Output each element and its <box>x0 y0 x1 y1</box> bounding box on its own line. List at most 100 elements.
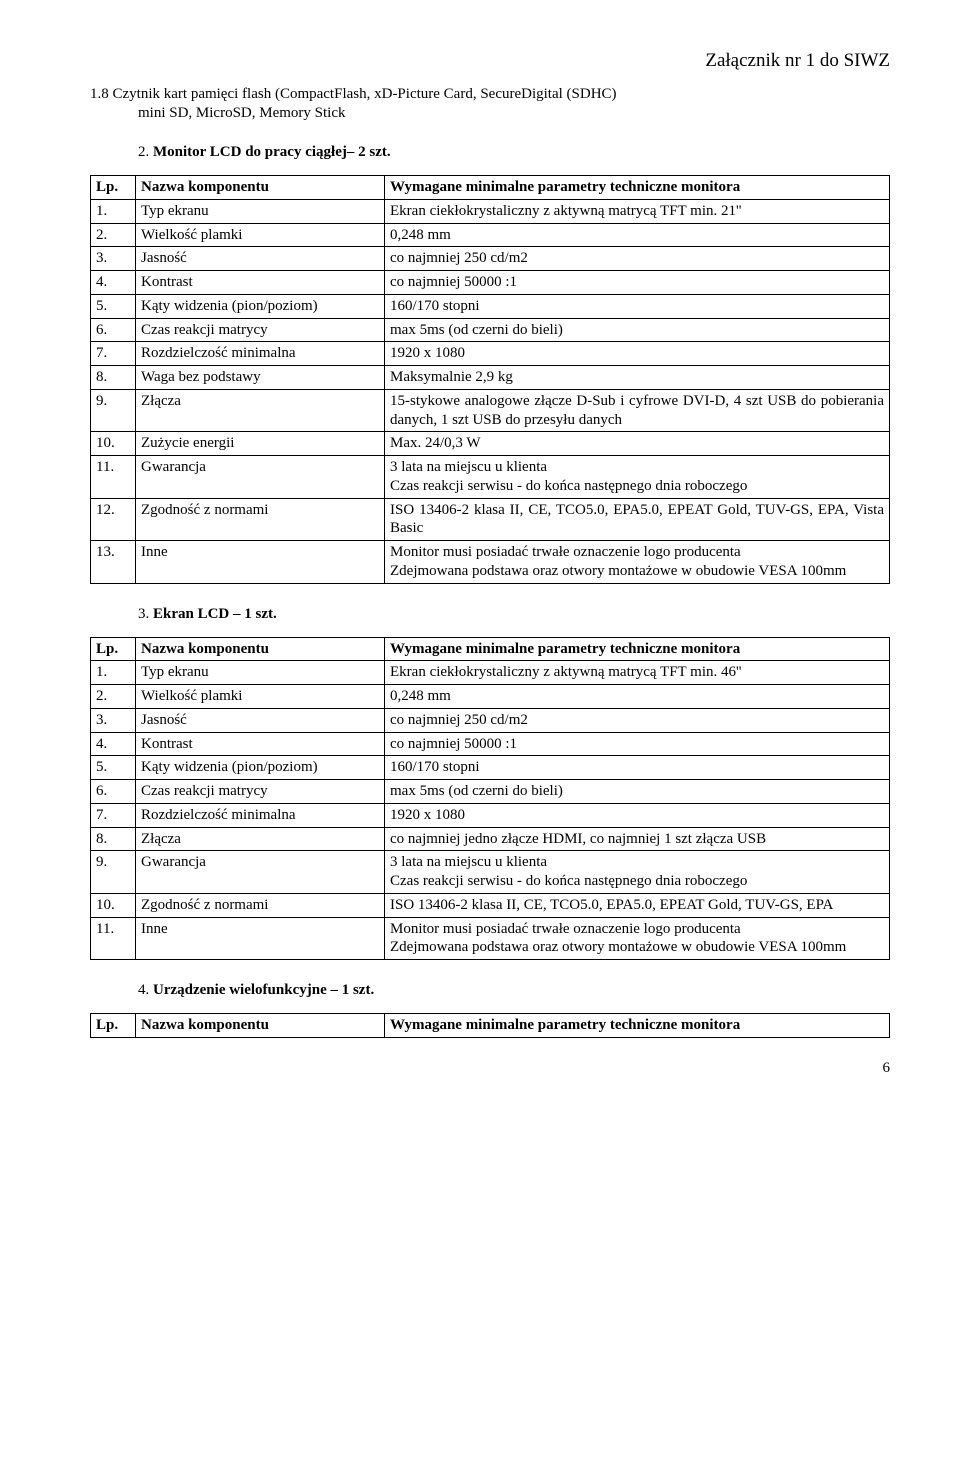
row-lp: 6. <box>91 318 136 342</box>
table-row: 1.Typ ekranuEkran ciekłokrystaliczny z a… <box>91 661 890 685</box>
table-row: 2.Wielkość plamki0,248 mm <box>91 223 890 247</box>
col-lp-header: Lp. <box>91 637 136 661</box>
row-name: Rozdzielczość minimalna <box>136 342 385 366</box>
row-name: Jasność <box>136 247 385 271</box>
row-value: max 5ms (od czerni do bieli) <box>385 318 890 342</box>
row-value: co najmniej 250 cd/m2 <box>385 247 890 271</box>
table-row: 2.Wielkość plamki0,248 mm <box>91 685 890 709</box>
row-lp: 8. <box>91 827 136 851</box>
table-row: 8.Waga bez podstawyMaksymalnie 2,9 kg <box>91 366 890 390</box>
row-value: 15-stykowe analogowe złącze D-Sub i cyfr… <box>385 389 890 432</box>
row-name: Czas reakcji matrycy <box>136 780 385 804</box>
table-row: 6.Czas reakcji matrycymax 5ms (od czerni… <box>91 780 890 804</box>
row-value: max 5ms (od czerni do bieli) <box>385 780 890 804</box>
table-row: 10.Zużycie energiiMax. 24/0,3 W <box>91 432 890 456</box>
table-row: Lp. Nazwa komponentu Wymagane minimalne … <box>91 176 890 200</box>
row-name: Gwarancja <box>136 456 385 499</box>
row-lp: 2. <box>91 685 136 709</box>
row-lp: 1. <box>91 199 136 223</box>
table-urzadzenie: Lp. Nazwa komponentu Wymagane minimalne … <box>90 1013 890 1038</box>
row-value: 3 lata na miejscu u klientaCzas reakcji … <box>385 851 890 894</box>
row-lp: 11. <box>91 456 136 499</box>
row-lp: 10. <box>91 893 136 917</box>
table-row: 12.Zgodność z normamiISO 13406-2 klasa I… <box>91 498 890 541</box>
table-row: Lp. Nazwa komponentu Wymagane minimalne … <box>91 637 890 661</box>
row-lp: 9. <box>91 389 136 432</box>
row-name: Wielkość plamki <box>136 223 385 247</box>
row-value: Maksymalnie 2,9 kg <box>385 366 890 390</box>
row-value: co najmniej 50000 :1 <box>385 732 890 756</box>
row-value: 160/170 stopni <box>385 756 890 780</box>
table-ekran-lcd: Lp. Nazwa komponentu Wymagane minimalne … <box>90 637 890 961</box>
row-name: Wielkość plamki <box>136 685 385 709</box>
row-name: Jasność <box>136 708 385 732</box>
table-row: 1.Typ ekranuEkran ciekłokrystaliczny z a… <box>91 199 890 223</box>
row-lp: 5. <box>91 294 136 318</box>
col-name-header: Nazwa komponentu <box>136 176 385 200</box>
table-row: 10.Zgodność z normamiISO 13406-2 klasa I… <box>91 893 890 917</box>
row-value: ISO 13406-2 klasa II, CE, TCO5.0, EPA5.0… <box>385 893 890 917</box>
row-lp: 4. <box>91 271 136 295</box>
table-row: 3.Jasnośćco najmniej 250 cd/m2 <box>91 247 890 271</box>
table-row: 6.Czas reakcji matrycymax 5ms (od czerni… <box>91 318 890 342</box>
row-lp: 10. <box>91 432 136 456</box>
row-name: Gwarancja <box>136 851 385 894</box>
table-row: 7.Rozdzielczość minimalna1920 x 1080 <box>91 803 890 827</box>
row-lp: 11. <box>91 917 136 960</box>
row-value: ISO 13406-2 klasa II, CE, TCO5.0, EPA5.0… <box>385 498 890 541</box>
col-req-header: Wymagane minimalne parametry techniczne … <box>385 637 890 661</box>
row-value: 1920 x 1080 <box>385 342 890 366</box>
col-req-header: Wymagane minimalne parametry techniczne … <box>385 176 890 200</box>
table-row: Lp. Nazwa komponentu Wymagane minimalne … <box>91 1014 890 1038</box>
row-value: 0,248 mm <box>385 223 890 247</box>
row-name: Kąty widzenia (pion/poziom) <box>136 756 385 780</box>
row-name: Czas reakcji matrycy <box>136 318 385 342</box>
table-row: 11.Gwarancja3 lata na miejscu u klientaC… <box>91 456 890 499</box>
row-lp: 9. <box>91 851 136 894</box>
row-lp: 3. <box>91 247 136 271</box>
table-row: 5.Kąty widzenia (pion/poziom)160/170 sto… <box>91 294 890 318</box>
row-name: Typ ekranu <box>136 199 385 223</box>
table-row: 5.Kąty widzenia (pion/poziom)160/170 sto… <box>91 756 890 780</box>
row-value: 0,248 mm <box>385 685 890 709</box>
col-name-header: Nazwa komponentu <box>136 1014 385 1038</box>
row-lp: 6. <box>91 780 136 804</box>
col-lp-header: Lp. <box>91 176 136 200</box>
row-lp: 12. <box>91 498 136 541</box>
row-name: Kąty widzenia (pion/poziom) <box>136 294 385 318</box>
row-lp: 13. <box>91 541 136 584</box>
row-name: Złącza <box>136 389 385 432</box>
row-value: Max. 24/0,3 W <box>385 432 890 456</box>
row-value: 160/170 stopni <box>385 294 890 318</box>
table-row: 13.InneMonitor musi posiadać trwałe ozna… <box>91 541 890 584</box>
table-row: 4.Kontrastco najmniej 50000 :1 <box>91 271 890 295</box>
row-name: Waga bez podstawy <box>136 366 385 390</box>
row-lp: 8. <box>91 366 136 390</box>
section-1-8-line1: 1.8 Czytnik kart pamięci flash (CompactF… <box>90 86 890 103</box>
row-lp: 7. <box>91 803 136 827</box>
heading-2-num: 2. <box>138 144 149 160</box>
heading-3-num: 3. <box>138 606 149 622</box>
row-value: 1920 x 1080 <box>385 803 890 827</box>
row-name: Inne <box>136 541 385 584</box>
row-value: Ekran ciekłokrystaliczny z aktywną matry… <box>385 661 890 685</box>
heading-2: 2. Monitor LCD do pracy ciągłej– 2 szt. <box>90 144 890 161</box>
row-name: Zgodność z normami <box>136 893 385 917</box>
heading-4: 4. Urządzenie wielofunkcyjne – 1 szt. <box>90 982 890 999</box>
heading-3: 3. Ekran LCD – 1 szt. <box>90 606 890 623</box>
row-name: Rozdzielczość minimalna <box>136 803 385 827</box>
row-lp: 7. <box>91 342 136 366</box>
table-row: 9.Złącza15-stykowe analogowe złącze D-Su… <box>91 389 890 432</box>
heading-4-text: Urządzenie wielofunkcyjne – 1 szt. <box>153 982 374 998</box>
col-req-header: Wymagane minimalne parametry techniczne … <box>385 1014 890 1038</box>
table-row: 4.Kontrastco najmniej 50000 :1 <box>91 732 890 756</box>
table-row: 8.Złączaco najmniej jedno złącze HDMI, c… <box>91 827 890 851</box>
row-lp: 1. <box>91 661 136 685</box>
table-row: 9.Gwarancja3 lata na miejscu u klientaCz… <box>91 851 890 894</box>
row-value: Monitor musi posiadać trwałe oznaczenie … <box>385 917 890 960</box>
row-value: co najmniej jedno złącze HDMI, co najmni… <box>385 827 890 851</box>
row-name: Typ ekranu <box>136 661 385 685</box>
row-lp: 4. <box>91 732 136 756</box>
heading-4-num: 4. <box>138 982 149 998</box>
section-1-8-line2: mini SD, MicroSD, Memory Stick <box>90 105 890 122</box>
